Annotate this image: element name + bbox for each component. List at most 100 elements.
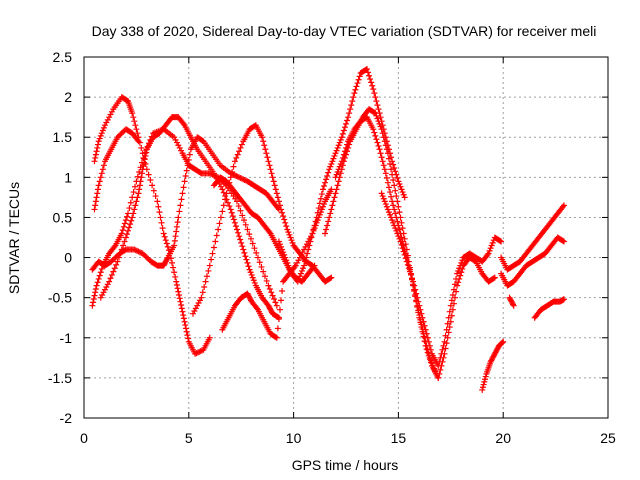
data-point [324,222,331,229]
data-point [320,201,327,208]
data-point [240,217,247,224]
data-point [283,223,290,230]
data-point [382,201,389,208]
data-point [295,275,302,282]
data-point [381,138,388,145]
data-point [510,302,517,309]
data-point [366,72,373,79]
data-point [377,123,384,130]
data-point [302,258,309,265]
data-point [129,214,136,221]
data-point [114,258,121,265]
series-arc-14 [479,338,507,393]
data-point [448,312,455,319]
data-point [132,202,139,209]
data-point [319,186,326,193]
data-point [419,326,426,333]
y-tick-label: 1 [64,169,72,185]
data-point [507,297,514,304]
data-point [399,189,406,196]
data-point [334,144,341,151]
data-point [98,130,105,137]
data-point [387,189,394,196]
data-point [329,202,336,209]
data-point [231,158,238,165]
data-point [172,233,179,240]
data-point [147,177,154,184]
data-point [107,111,114,118]
data-point [175,214,182,221]
data-point [139,166,146,173]
data-point [176,291,183,298]
data-point [91,292,98,299]
data-point [312,218,319,225]
data-point [303,254,310,261]
data-point [318,206,325,213]
data-point [390,177,397,184]
data-point [136,168,143,175]
data-point [344,117,351,124]
data-point [445,329,452,336]
data-point [400,248,407,255]
data-point [382,142,389,149]
data-point [141,156,148,163]
data-point [185,156,192,163]
data-point [236,233,243,240]
data-point [272,299,279,306]
data-point [272,334,279,341]
data-point [129,110,136,117]
data-point [449,306,456,313]
data-point [439,346,446,353]
data-point [368,79,375,86]
data-point [371,129,378,136]
data-point [338,158,345,165]
data-point [265,282,272,289]
data-point [396,209,403,216]
data-point [276,306,283,313]
data-point [278,206,285,213]
data-point [208,256,215,263]
data-point [219,208,226,215]
data-point [489,239,496,246]
data-point [90,299,97,306]
data-point [110,268,117,275]
data-point [418,310,425,317]
data-point [174,219,181,226]
data-point [393,227,400,234]
y-tick-label: 1.5 [53,129,73,145]
series-arc-4 [89,134,282,273]
y-tick-label: -1 [60,330,73,346]
data-point [447,318,454,325]
data-point [173,278,180,285]
data-point [180,315,187,322]
data-point [149,182,156,189]
data-point [403,258,410,265]
x-tick-label: 15 [391,430,407,446]
data-point [162,258,169,265]
data-point [254,254,261,261]
data-point [247,296,254,303]
data-point [175,142,182,149]
data-point [393,193,400,200]
data-point [383,146,390,153]
data-point [100,289,107,296]
data-point [492,349,499,356]
data-point [394,175,401,182]
data-point [130,114,137,121]
data-point [239,212,246,219]
data-point [131,246,138,253]
data-point [193,350,200,357]
data-point [202,278,209,285]
data-point [177,202,184,209]
data-point [117,250,124,257]
data-point [378,190,385,197]
data-point [407,271,414,278]
data-point [356,73,363,80]
data-point [180,184,187,191]
data-point [287,267,294,274]
data-point [159,225,166,232]
data-point [227,206,234,213]
data-point [130,210,137,217]
data-point [459,257,466,264]
data-point [266,305,273,312]
